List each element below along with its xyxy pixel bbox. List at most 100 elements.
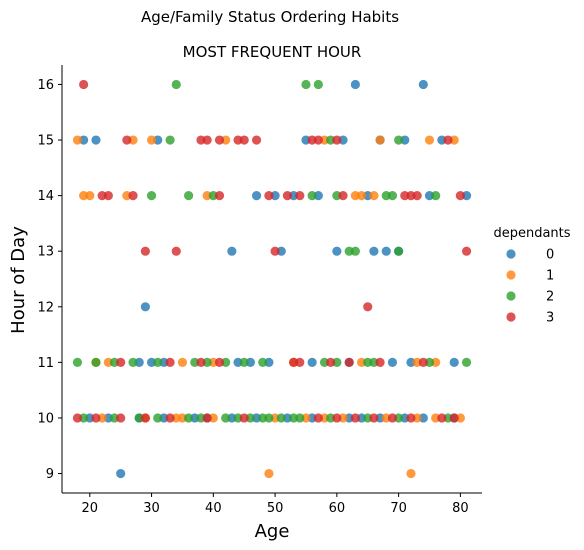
y-tick-label: 16 [37,78,54,93]
scatter-point-dependants-3 [122,135,132,145]
scatter-point-dependants-3 [387,413,398,423]
scatter-point-dependants-3 [455,191,465,201]
y-tick-label: 9 [46,467,54,482]
scatter-point-dependants-2 [394,246,404,256]
y-tick-label: 11 [37,356,54,371]
scatter-point-dependants-1 [356,191,367,201]
scatter-point-dependants-3 [251,135,262,145]
scatter-point-dependants-2 [171,79,181,90]
x-tick-label: 60 [329,501,346,516]
data-points [72,79,472,479]
scatter-point-dependants-2 [461,357,472,367]
scatter-point-dependants-3 [326,357,336,367]
scatter-point-dependants-3 [369,413,379,423]
scatter-point-dependants-3 [461,246,472,256]
scatter-point-dependants-2 [239,357,249,367]
scatter-point-dependants-3 [171,246,181,256]
scatter-point-dependants-3 [239,135,249,145]
scatter-point-dependants-2 [350,246,360,256]
scatter-point-dependants-1 [424,135,435,145]
figure-suptitle: Age/Family Status Ordering Habits [141,8,399,26]
scatter-point-dependants-2 [72,357,83,367]
scatter-point-dependants-3 [418,357,428,367]
y-tick-label: 13 [37,245,54,260]
scatter-point-dependants-3 [264,191,274,201]
scatter-point-dependants-2 [184,191,194,201]
scatter-point-dependants-3 [443,135,453,145]
scatter-point-dependants-2 [313,79,323,90]
scatter-point-dependants-2 [146,191,157,201]
scatter-point-dependants-2 [165,135,175,145]
x-tick-label: 20 [82,501,99,516]
scatter-point-dependants-0 [350,79,360,90]
scatter-point-dependants-3 [350,413,360,423]
scatter-point-dependants-2 [307,191,317,201]
legend-entry-label: 1 [546,269,554,284]
scatter-point-dependants-3 [202,413,212,423]
scatter-point-dependants-0 [332,246,342,256]
scatter-point-dependants-2 [394,135,404,145]
scatter-point-dependants-2 [276,413,286,423]
scatter-point-dependants-2 [221,413,231,423]
scatter-point-dependants-3 [239,413,249,423]
scatter-point-dependants-3 [332,413,342,423]
scatter-point-dependants-3 [412,191,422,201]
scatter-point-dependants-3 [140,246,150,256]
scatter-point-dependants-1 [146,135,157,145]
scatter-point-dependants-2 [91,357,101,367]
scatter-point-dependants-3 [79,79,89,90]
scatter-point-dependants-1 [406,468,416,479]
scatter-point-dependants-3 [270,246,280,256]
scatter-point-dependants-2 [295,413,305,423]
y-axis-label: Hour of Day [8,226,29,334]
scatter-point-dependants-3 [282,191,293,201]
legend-entry-label: 0 [546,248,554,263]
scatter-point-dependants-2 [431,191,441,201]
x-tick-label: 30 [143,501,160,516]
scatter-point-dependants-1 [177,357,188,367]
scatter-point-dependants-3 [72,413,83,423]
legend: dependants 0 1 2 3 [493,226,570,326]
legend-marker [506,249,516,259]
scatter-point-dependants-1 [85,191,95,201]
scatter-point-dependants-3 [214,357,225,367]
scatter-point-dependants-0 [307,357,317,367]
legend-marker [506,312,516,322]
scatter-point-dependants-0 [227,246,237,256]
x-tick-label: 50 [267,501,284,516]
scatter-point-dependants-3 [338,191,348,201]
scatter-point-dependants-3 [165,357,175,367]
legend-marker [506,291,516,301]
scatter-point-dependants-3 [165,413,175,423]
scatter-point-dependants-3 [363,302,373,312]
scatter-point-dependants-0 [116,468,126,479]
x-axis-label: Age [255,521,290,542]
scatter-point-dependants-3 [344,357,354,367]
scatter-point-dependants-3 [313,413,323,423]
scatter-point-dependants-3 [103,191,113,201]
x-axis-ticks: 20 30 40 50 60 70 80 [82,493,469,516]
scatter-point-dependants-0 [381,246,391,256]
y-tick-label: 14 [37,189,54,204]
y-axis-ticks: 9 10 11 12 13 14 15 16 [37,78,62,482]
scatter-point-dependants-0 [449,357,459,367]
scatter-point-dependants-2 [301,79,311,90]
scatter-point-dependants-3 [295,191,305,201]
scatter-point-dependants-3 [375,357,385,367]
scatter-point-dependants-2 [153,357,163,367]
y-tick-label: 15 [37,134,54,149]
scatter-point-dependants-2 [387,191,398,201]
x-tick-label: 40 [205,501,222,516]
scatter-point-dependants-3 [313,135,323,145]
scatter-point-dependants-3 [214,191,225,201]
y-tick-label: 12 [37,300,54,315]
scatter-point-dependants-3 [196,357,206,367]
scatter-point-dependants-3 [116,357,126,367]
x-tick-label: 80 [452,501,469,516]
scatter-point-dependants-0 [369,246,379,256]
scatter-point-dependants-2 [264,413,274,423]
scatter-point-dependants-0 [251,191,262,201]
scatter-point-dependants-0 [418,79,428,90]
scatter-point-dependants-0 [140,302,150,312]
